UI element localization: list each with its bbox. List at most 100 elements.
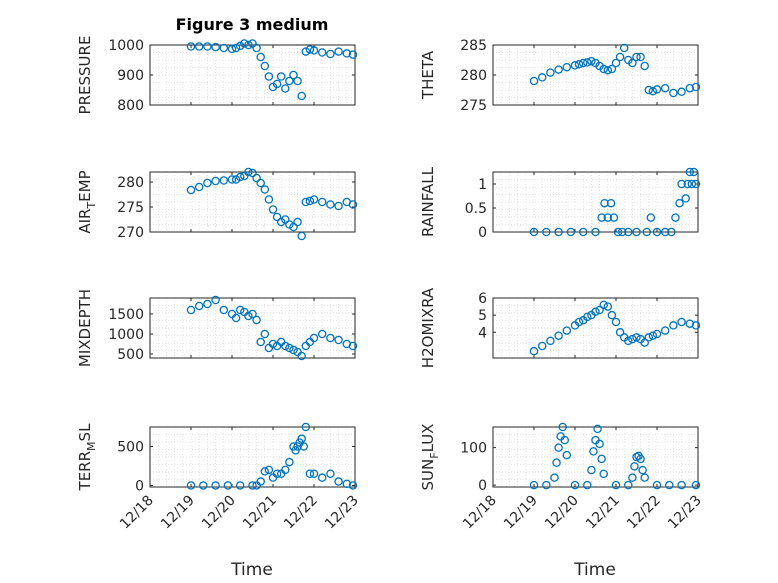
data-point [617,227,627,237]
data-point [570,480,580,490]
data-point [546,68,555,77]
data-point [235,172,245,182]
data-point [669,88,678,98]
data-point [256,52,265,62]
data-point [264,72,274,81]
y-tick-label: 1000 [108,327,144,343]
data-point [554,65,563,74]
data-point [613,227,623,237]
panel-6: 456 H2OMIXRA [419,287,701,368]
data-point [529,76,539,86]
y-tick-label: 800 [117,98,144,114]
data-point [211,42,220,52]
data-point [305,469,315,479]
data-point [299,442,308,451]
data-point [317,329,327,339]
y-axis-label: AIRTEMP [76,170,98,233]
data-point [652,480,662,490]
x-tick-label: 12/20 [199,493,239,533]
data-point [591,227,600,237]
data-point [677,317,686,327]
data-point [632,333,641,342]
y-tick-label: 500 [117,347,144,363]
data-point [268,205,278,214]
data-point [611,58,621,68]
data-point [607,64,617,74]
data-point [289,70,298,80]
data-point [636,52,645,62]
data-point [260,61,270,71]
data-point [607,310,617,320]
x-tick-label: 12/23 [322,493,362,533]
data-point [595,305,604,315]
data-point [669,321,678,330]
data-point [542,480,551,490]
data-point [334,201,343,211]
data-point [660,227,670,237]
data-point [276,72,286,81]
data-point [342,49,352,58]
data-point [552,458,561,467]
x-tick-label: 12/21 [583,493,623,533]
data-point [642,227,652,237]
y-tick-label: 5 [478,308,487,324]
data-point [235,305,245,315]
y-tick-label: 1500 [108,307,144,323]
data-point [252,43,261,53]
panel-2: 275 280 285 THETA [419,38,701,114]
data-point [691,480,701,490]
data-point [219,176,229,185]
data-point [652,85,662,94]
data-point [281,215,290,224]
data-point [685,319,695,328]
data-point [309,333,319,343]
y-axis-label-tail: LUX [419,424,437,453]
data-point [632,227,641,237]
data-point [317,197,327,207]
x-tick-label: 12/21 [240,493,280,533]
data-point [615,328,625,337]
data-point [281,341,290,351]
data-point [554,443,563,452]
y-tick-label: 280 [117,175,144,191]
data-point [691,179,701,189]
data-point [256,337,265,347]
y-tick-label: 0.5 [465,201,487,217]
data-point [186,185,196,195]
data-point [578,58,588,68]
data-point [256,477,265,486]
data-point [252,173,261,183]
data-point [248,309,257,319]
panel-7: 0 500 12/18 12/19 12/20 12/21 12/22 12/23 TERRMS… [76,422,362,533]
data-point [194,301,204,311]
data-point [611,317,621,327]
y-axis-label-main: H2OMIXRA [419,287,437,368]
x-tick-label: 12/22 [624,493,664,533]
data-point [223,481,233,490]
data-point [529,480,539,490]
data-point [227,44,237,54]
data-point [326,333,335,343]
data-point [260,329,270,339]
y-tick-label: 275 [117,200,144,216]
y-tick-label: 6 [478,291,487,307]
data-point [597,454,606,464]
data-point [603,213,613,222]
data-point [652,329,662,339]
axes-box [149,297,356,359]
data-point [326,200,335,209]
x-tick-label: 12/18 [460,493,500,533]
data-point [529,227,539,237]
data-point [297,434,306,443]
data-point [348,341,358,351]
data-point [305,45,315,54]
data-point [244,311,253,321]
data-point [317,473,327,482]
panel-8: 0 100 12/18 12/19 12/20 12/21 12/22 12/23 SUNFLU… [419,422,705,533]
axes-box [149,426,356,488]
data-point [562,62,572,72]
data-point [301,47,311,56]
data-point [186,481,196,490]
data-point [615,52,625,62]
